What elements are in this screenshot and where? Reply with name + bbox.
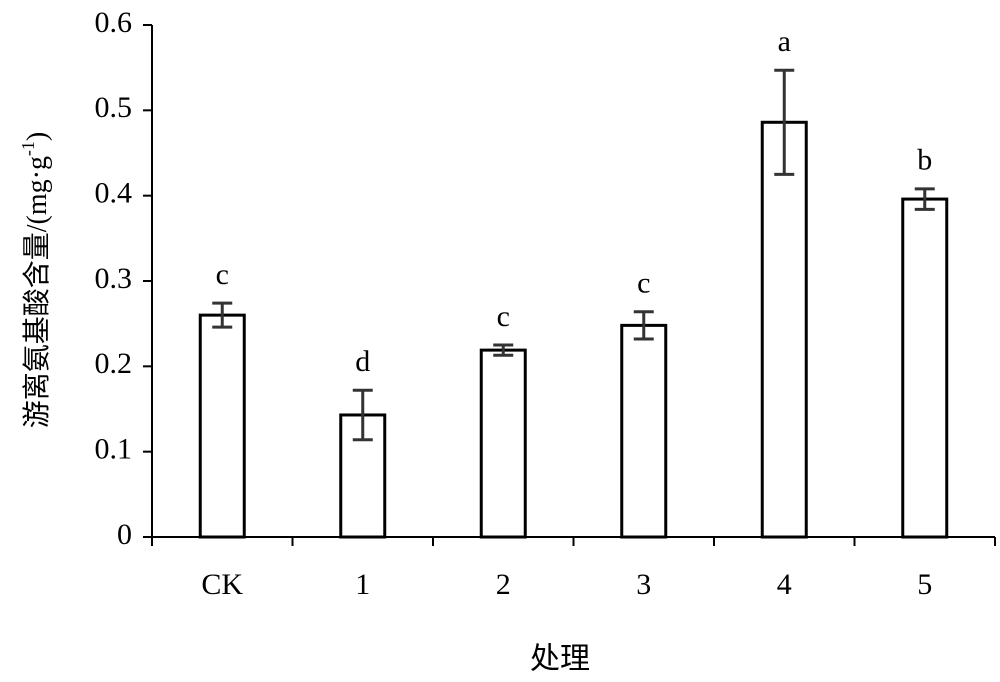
error-bar <box>633 310 654 341</box>
error-bar <box>914 187 935 211</box>
bar <box>620 323 668 539</box>
x-tick-label: 5 <box>917 568 932 601</box>
error-bar <box>493 343 514 357</box>
y-tick-label: 0.1 <box>95 433 133 466</box>
error-bar <box>212 301 233 329</box>
y-tick-label: 0.4 <box>95 177 133 210</box>
bar <box>901 197 949 539</box>
y-tick-label: 0.3 <box>95 262 133 295</box>
annotation: a <box>778 25 791 58</box>
annotation: c <box>497 300 510 333</box>
y-tick-label: 0.2 <box>95 347 133 380</box>
y-tick-label: 0 <box>117 518 132 551</box>
y-label-superscript: -1 <box>18 141 38 156</box>
x-tick-label: 4 <box>777 568 792 601</box>
y-tick-label: 0.5 <box>95 91 133 124</box>
x-tick-label: CK <box>201 568 243 601</box>
bar <box>479 348 527 539</box>
x-tick-label: 3 <box>636 568 651 601</box>
annotation: d <box>355 345 370 378</box>
x-tick-label: 1 <box>355 568 370 601</box>
bar <box>198 313 246 539</box>
y-axis-label: 游离氨基酸含量/(mg·g-1) <box>18 132 53 429</box>
bar <box>760 120 808 539</box>
y-label-close: ) <box>22 132 53 141</box>
y-label-main: 游离氨基酸含量/(mg·g <box>21 156 53 428</box>
error-bar <box>352 388 373 442</box>
error-bar <box>774 68 795 176</box>
annotation: b <box>917 144 932 177</box>
y-tick-label: 0.6 <box>95 6 133 39</box>
annotation: c <box>637 267 650 300</box>
x-axis-label: 处理 <box>530 642 590 677</box>
annotation: c <box>216 258 229 291</box>
x-tick-label: 2 <box>496 568 511 601</box>
